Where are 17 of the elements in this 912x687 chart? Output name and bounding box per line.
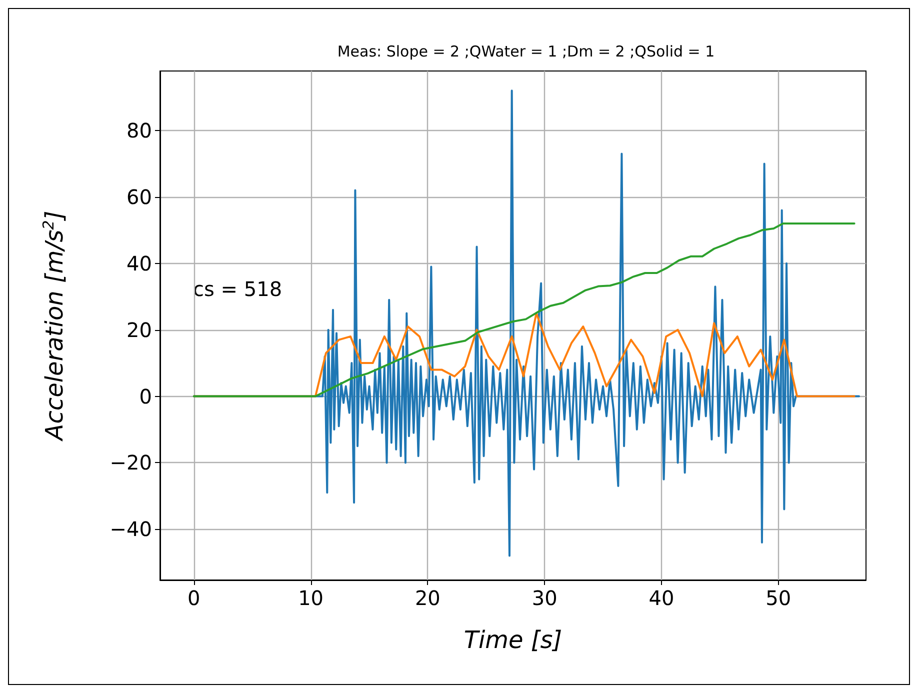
x-axis-title: Time [s] xyxy=(464,626,562,654)
x-tick-label: 0 xyxy=(188,586,200,610)
y-tick-label: −40 xyxy=(110,517,152,542)
y-tick-label: 60 xyxy=(126,184,152,209)
y-tick-label: 20 xyxy=(126,318,152,342)
x-tick-label: 20 xyxy=(414,586,440,610)
x-tick-label: 50 xyxy=(766,586,792,610)
x-tick-label: 40 xyxy=(648,586,674,610)
y-tick-label: 80 xyxy=(126,118,152,142)
x-tick-label: 10 xyxy=(298,586,324,610)
y-tick-label: −20 xyxy=(110,450,152,475)
line-series xyxy=(192,222,856,398)
x-tick-label: 30 xyxy=(532,586,558,610)
y-tick-label: 40 xyxy=(126,251,152,276)
y-tick-label: 0 xyxy=(139,384,152,408)
chart-title: Meas: Slope = 2 ;QWater = 1 ;Dm = 2 ;QSolid = 1 xyxy=(337,42,715,60)
y-axis-title: Acceleration [m/s2] xyxy=(40,210,68,442)
